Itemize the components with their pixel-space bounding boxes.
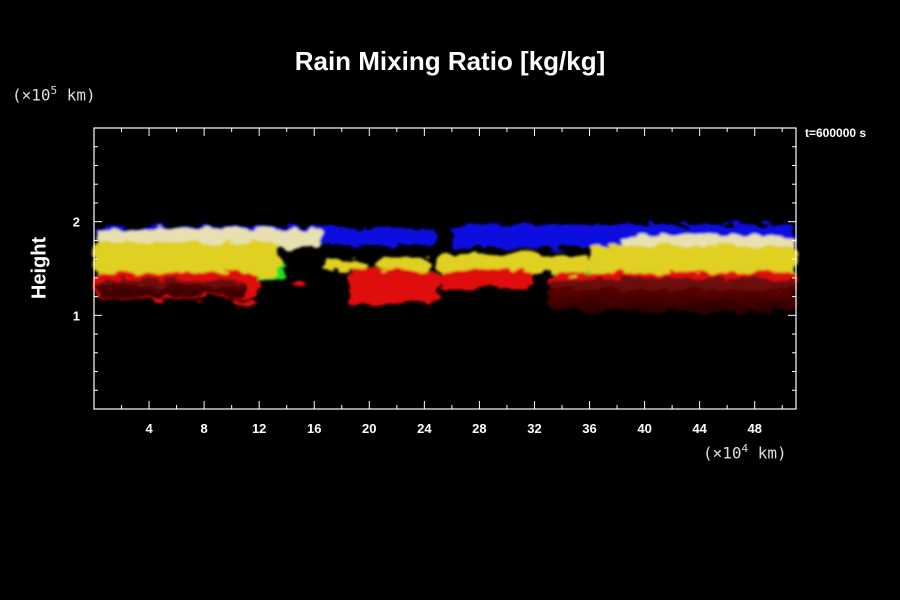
layer-yellow-1 [321,259,370,271]
layer-yellow-2 [376,257,432,274]
x-tick-label: 12 [252,421,266,436]
y-tick-label: 2 [73,215,80,230]
x-tick-label: 20 [362,421,376,436]
x-tick-label: 16 [307,421,321,436]
x-tick-label: 44 [692,421,707,436]
x-tick-label: 24 [417,421,432,436]
layer-red-3 [438,270,535,290]
x-tick-label: 40 [637,421,651,436]
layer-red-1 [289,279,308,290]
x-axis-unit: (×104 km) [703,442,787,463]
x-tick-label: 8 [201,421,208,436]
layer-red-2 [348,270,439,305]
x-tick-label: 32 [527,421,541,436]
x-tick-label: 48 [747,421,761,436]
y-tick-label: 1 [73,308,80,323]
x-tick-label: 36 [582,421,596,436]
layer-yellow-0 [95,242,280,276]
chart-title: Rain Mixing Ratio [kg/kg] [294,46,606,76]
layer-yellow-4 [589,245,796,276]
plot-frame [93,127,797,410]
time-label: t=600000 s [805,126,867,140]
x-tick-label: 28 [472,421,486,436]
layer-dark-0 [98,279,246,297]
layer-dark-1 [548,277,796,311]
layer-blue-1 [328,229,439,246]
layer-red-small-0 [231,300,260,306]
x-tick-label: 4 [145,421,153,436]
layer-yellow-3 [438,254,590,274]
y-axis-unit: (×105 km) [12,84,96,105]
field-layers [95,224,796,311]
